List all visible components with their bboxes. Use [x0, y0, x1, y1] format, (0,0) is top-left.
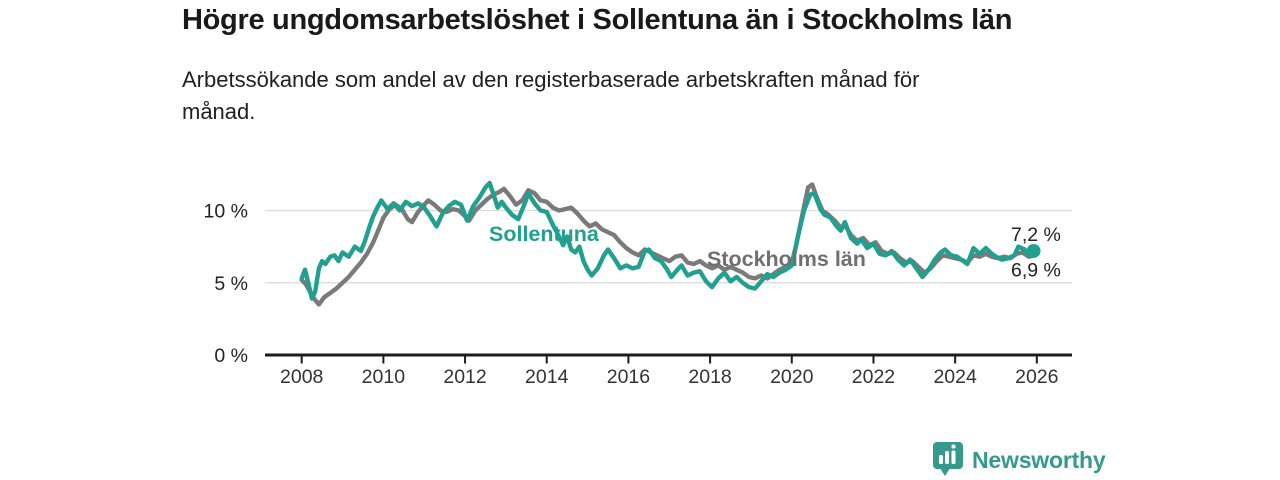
x-tick-label-2012: 2012 [443, 366, 486, 388]
x-tick-label-2024: 2024 [933, 366, 977, 388]
series-line-stockholms-l-n [299, 182, 1036, 307]
x-tick-label-2014: 2014 [525, 366, 569, 388]
x-tick-label-2018: 2018 [688, 366, 731, 388]
chart-subtitle: Arbetssökande som andel av den registerb… [182, 64, 919, 128]
series-label-sollentuna: Sollentuna [489, 222, 600, 246]
y-tick-label-0: 0 % [214, 345, 248, 367]
chart-subtitle-line1: Arbetssökande som andel av den registerb… [182, 67, 920, 92]
x-tick-label-2010: 2010 [362, 366, 406, 388]
chart-subtitle-line2: månad. [182, 99, 256, 124]
brand-name: Newsworthy [972, 446, 1106, 473]
y-tick-label-10: 10 % [204, 201, 248, 223]
x-tick-label-2016: 2016 [607, 366, 650, 388]
page-title: Högre ungdomsarbetslöshet i Sollentuna ä… [182, 4, 1013, 36]
newsworthy-logo: Newsworthy [932, 441, 1106, 479]
series-line-sollentuna [299, 180, 1036, 301]
end-value-label: 6,9 % [1011, 259, 1061, 281]
series-label-stockholms-l-n: Stockholms län [707, 247, 866, 271]
bar-chart-speech-bubble-icon [933, 442, 963, 476]
x-tick-label-2008: 2008 [280, 366, 323, 388]
y-tick-label-5: 5 % [214, 273, 248, 295]
x-tick-label-2022: 2022 [852, 366, 895, 388]
end-dot-sollentuna [1026, 243, 1041, 258]
end-value-label: 7,2 % [1011, 224, 1061, 246]
x-tick-label-2020: 2020 [770, 366, 814, 388]
x-tick-label-2026: 2026 [1015, 366, 1058, 388]
